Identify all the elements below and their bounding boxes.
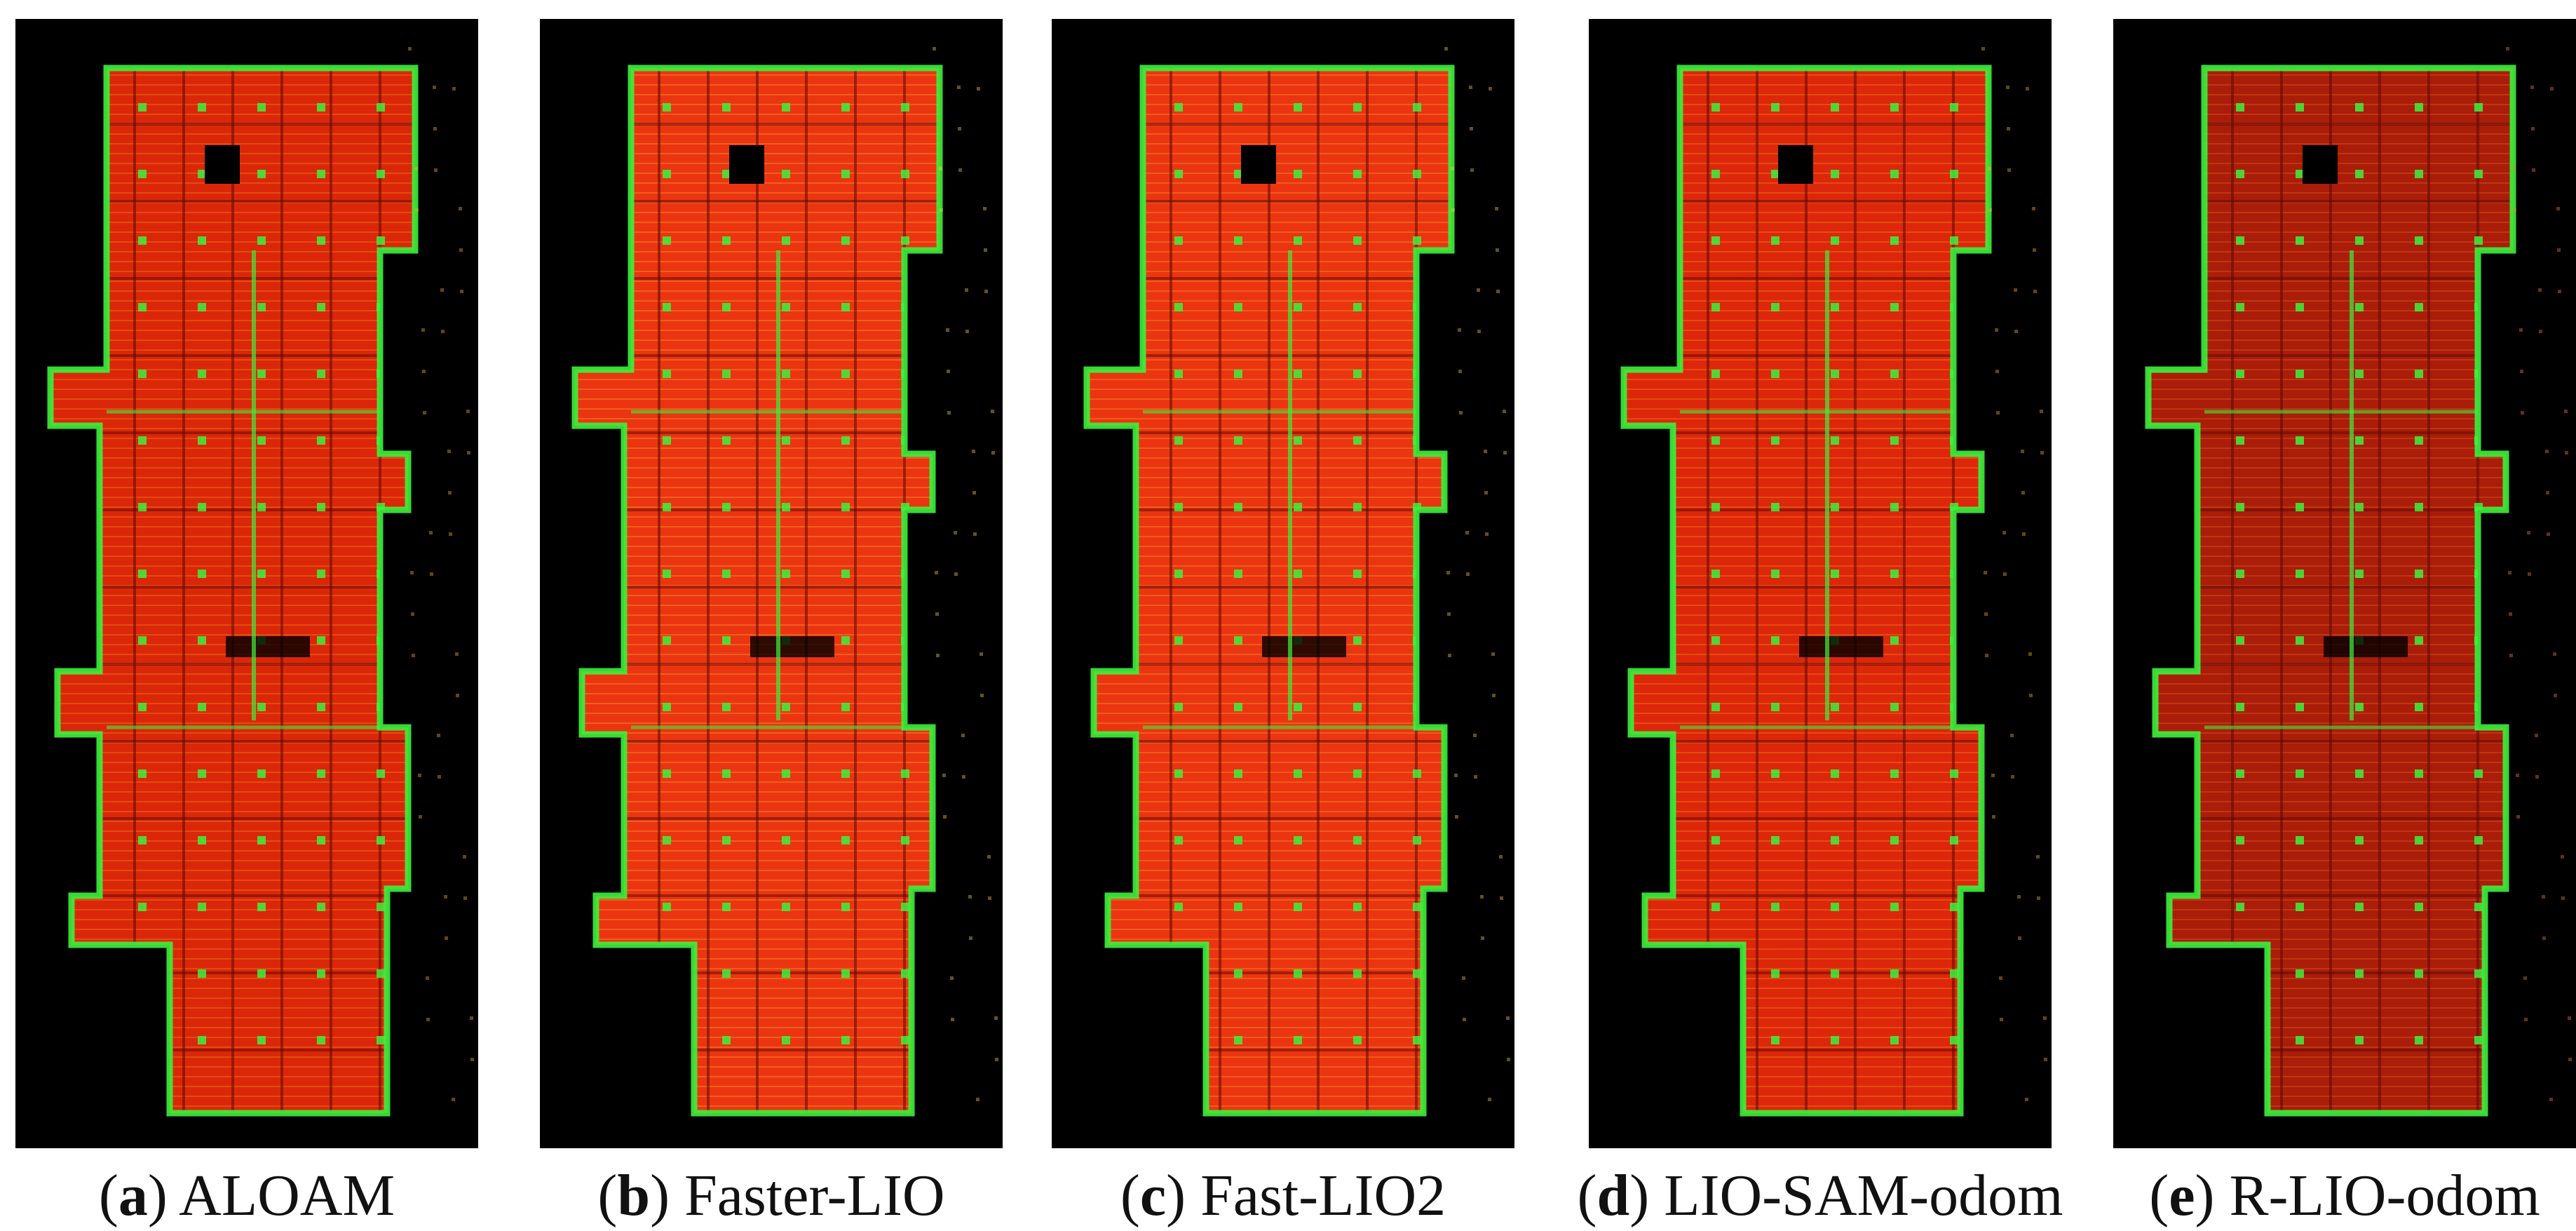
point-cloud-map <box>47 47 474 1117</box>
map-panel-aloam <box>15 19 478 1148</box>
point-cloud-map <box>1083 47 1510 1117</box>
map-panel-lio-sam-odom <box>1589 19 2052 1148</box>
map-panel-r-lio-odom <box>2113 19 2576 1148</box>
point-cloud-map <box>2145 47 2572 1117</box>
point-cloud-map <box>1620 47 2047 1117</box>
caption-aloam: (a) ALOAM <box>98 1163 395 1228</box>
caption-method: LIO-SAM-odom <box>1664 1163 2063 1228</box>
caption-letter: b <box>617 1163 651 1228</box>
caption-r-lio-odom: (e) R-LIO-odom <box>2149 1163 2540 1228</box>
map-panel-faster-lio <box>540 19 1003 1148</box>
point-cloud-map <box>571 47 998 1117</box>
caption-letter: c <box>1139 1163 1167 1228</box>
caption-letter: d <box>1597 1163 1630 1228</box>
caption-faster-lio: (b) Faster-LIO <box>597 1163 945 1228</box>
map-panel-fast-lio2 <box>1052 19 1514 1148</box>
caption-method: Fast-LIO2 <box>1200 1163 1446 1228</box>
caption-method: ALOAM <box>179 1163 395 1228</box>
caption-letter: e <box>2169 1163 2195 1228</box>
caption-letter: a <box>118 1163 148 1228</box>
caption-method: Faster-LIO <box>684 1163 945 1228</box>
caption-lio-sam-odom: (d) LIO-SAM-odom <box>1577 1163 2063 1228</box>
caption-method: R-LIO-odom <box>2229 1163 2540 1228</box>
caption-fast-lio2: (c) Fast-LIO2 <box>1120 1163 1446 1228</box>
